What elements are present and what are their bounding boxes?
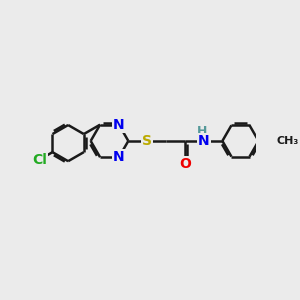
Text: Cl: Cl [32,153,47,167]
Text: S: S [142,134,152,148]
Text: N: N [198,134,209,148]
Text: H: H [197,125,207,138]
Text: N: N [113,118,125,132]
Text: N: N [113,150,125,164]
Text: O: O [179,157,191,171]
Text: CH₃: CH₃ [277,136,299,146]
